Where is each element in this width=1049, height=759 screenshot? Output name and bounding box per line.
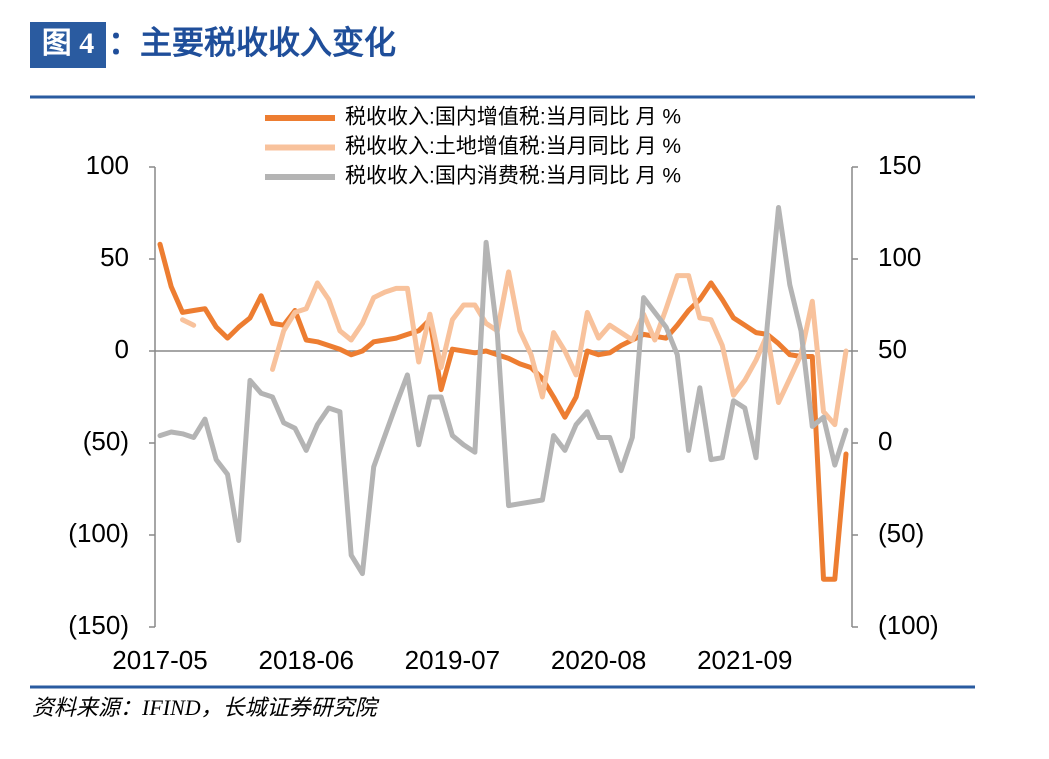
chart-title: ：主要税收收入变化 — [108, 24, 396, 60]
legend-label: 税收收入:土地增值税:当月同比 月 % — [345, 135, 681, 158]
figure-label: 图 4 — [42, 27, 95, 60]
y2-tick-label: 150 — [878, 150, 921, 180]
y-tick-label: (100) — [68, 518, 129, 548]
series-line — [157, 241, 849, 582]
figure-label-box — [30, 22, 106, 68]
series-line — [157, 205, 849, 577]
y-tick-label: (50) — [83, 426, 129, 456]
x-tick-label: 2020-08 — [551, 645, 646, 675]
source: 资料来源：IFIND，长城证券研究院 — [32, 695, 380, 720]
legend-label: 税收收入:国内增值税:当月同比 月 % — [345, 106, 681, 129]
legend-label: 税收收入:国内消费税:当月同比 月 % — [345, 165, 681, 188]
y2-tick-label: (50) — [878, 518, 924, 548]
x-tick-label: 2018-06 — [258, 645, 353, 675]
y2-tick-label: 100 — [878, 242, 921, 272]
x-tick-label: 2019-07 — [405, 645, 500, 675]
y-tick-label: 0 — [115, 334, 129, 364]
y-tick-label: 100 — [86, 150, 129, 180]
series-line — [180, 269, 849, 428]
x-tick-label: 2017-05 — [112, 645, 207, 675]
y2-tick-label: 0 — [878, 426, 892, 456]
y2-tick-label: (100) — [878, 610, 939, 640]
y2-tick-label: 50 — [878, 334, 907, 364]
y-tick-label: 50 — [100, 242, 129, 272]
y-tick-label: (150) — [68, 610, 129, 640]
x-tick-label: 2021-09 — [697, 645, 792, 675]
